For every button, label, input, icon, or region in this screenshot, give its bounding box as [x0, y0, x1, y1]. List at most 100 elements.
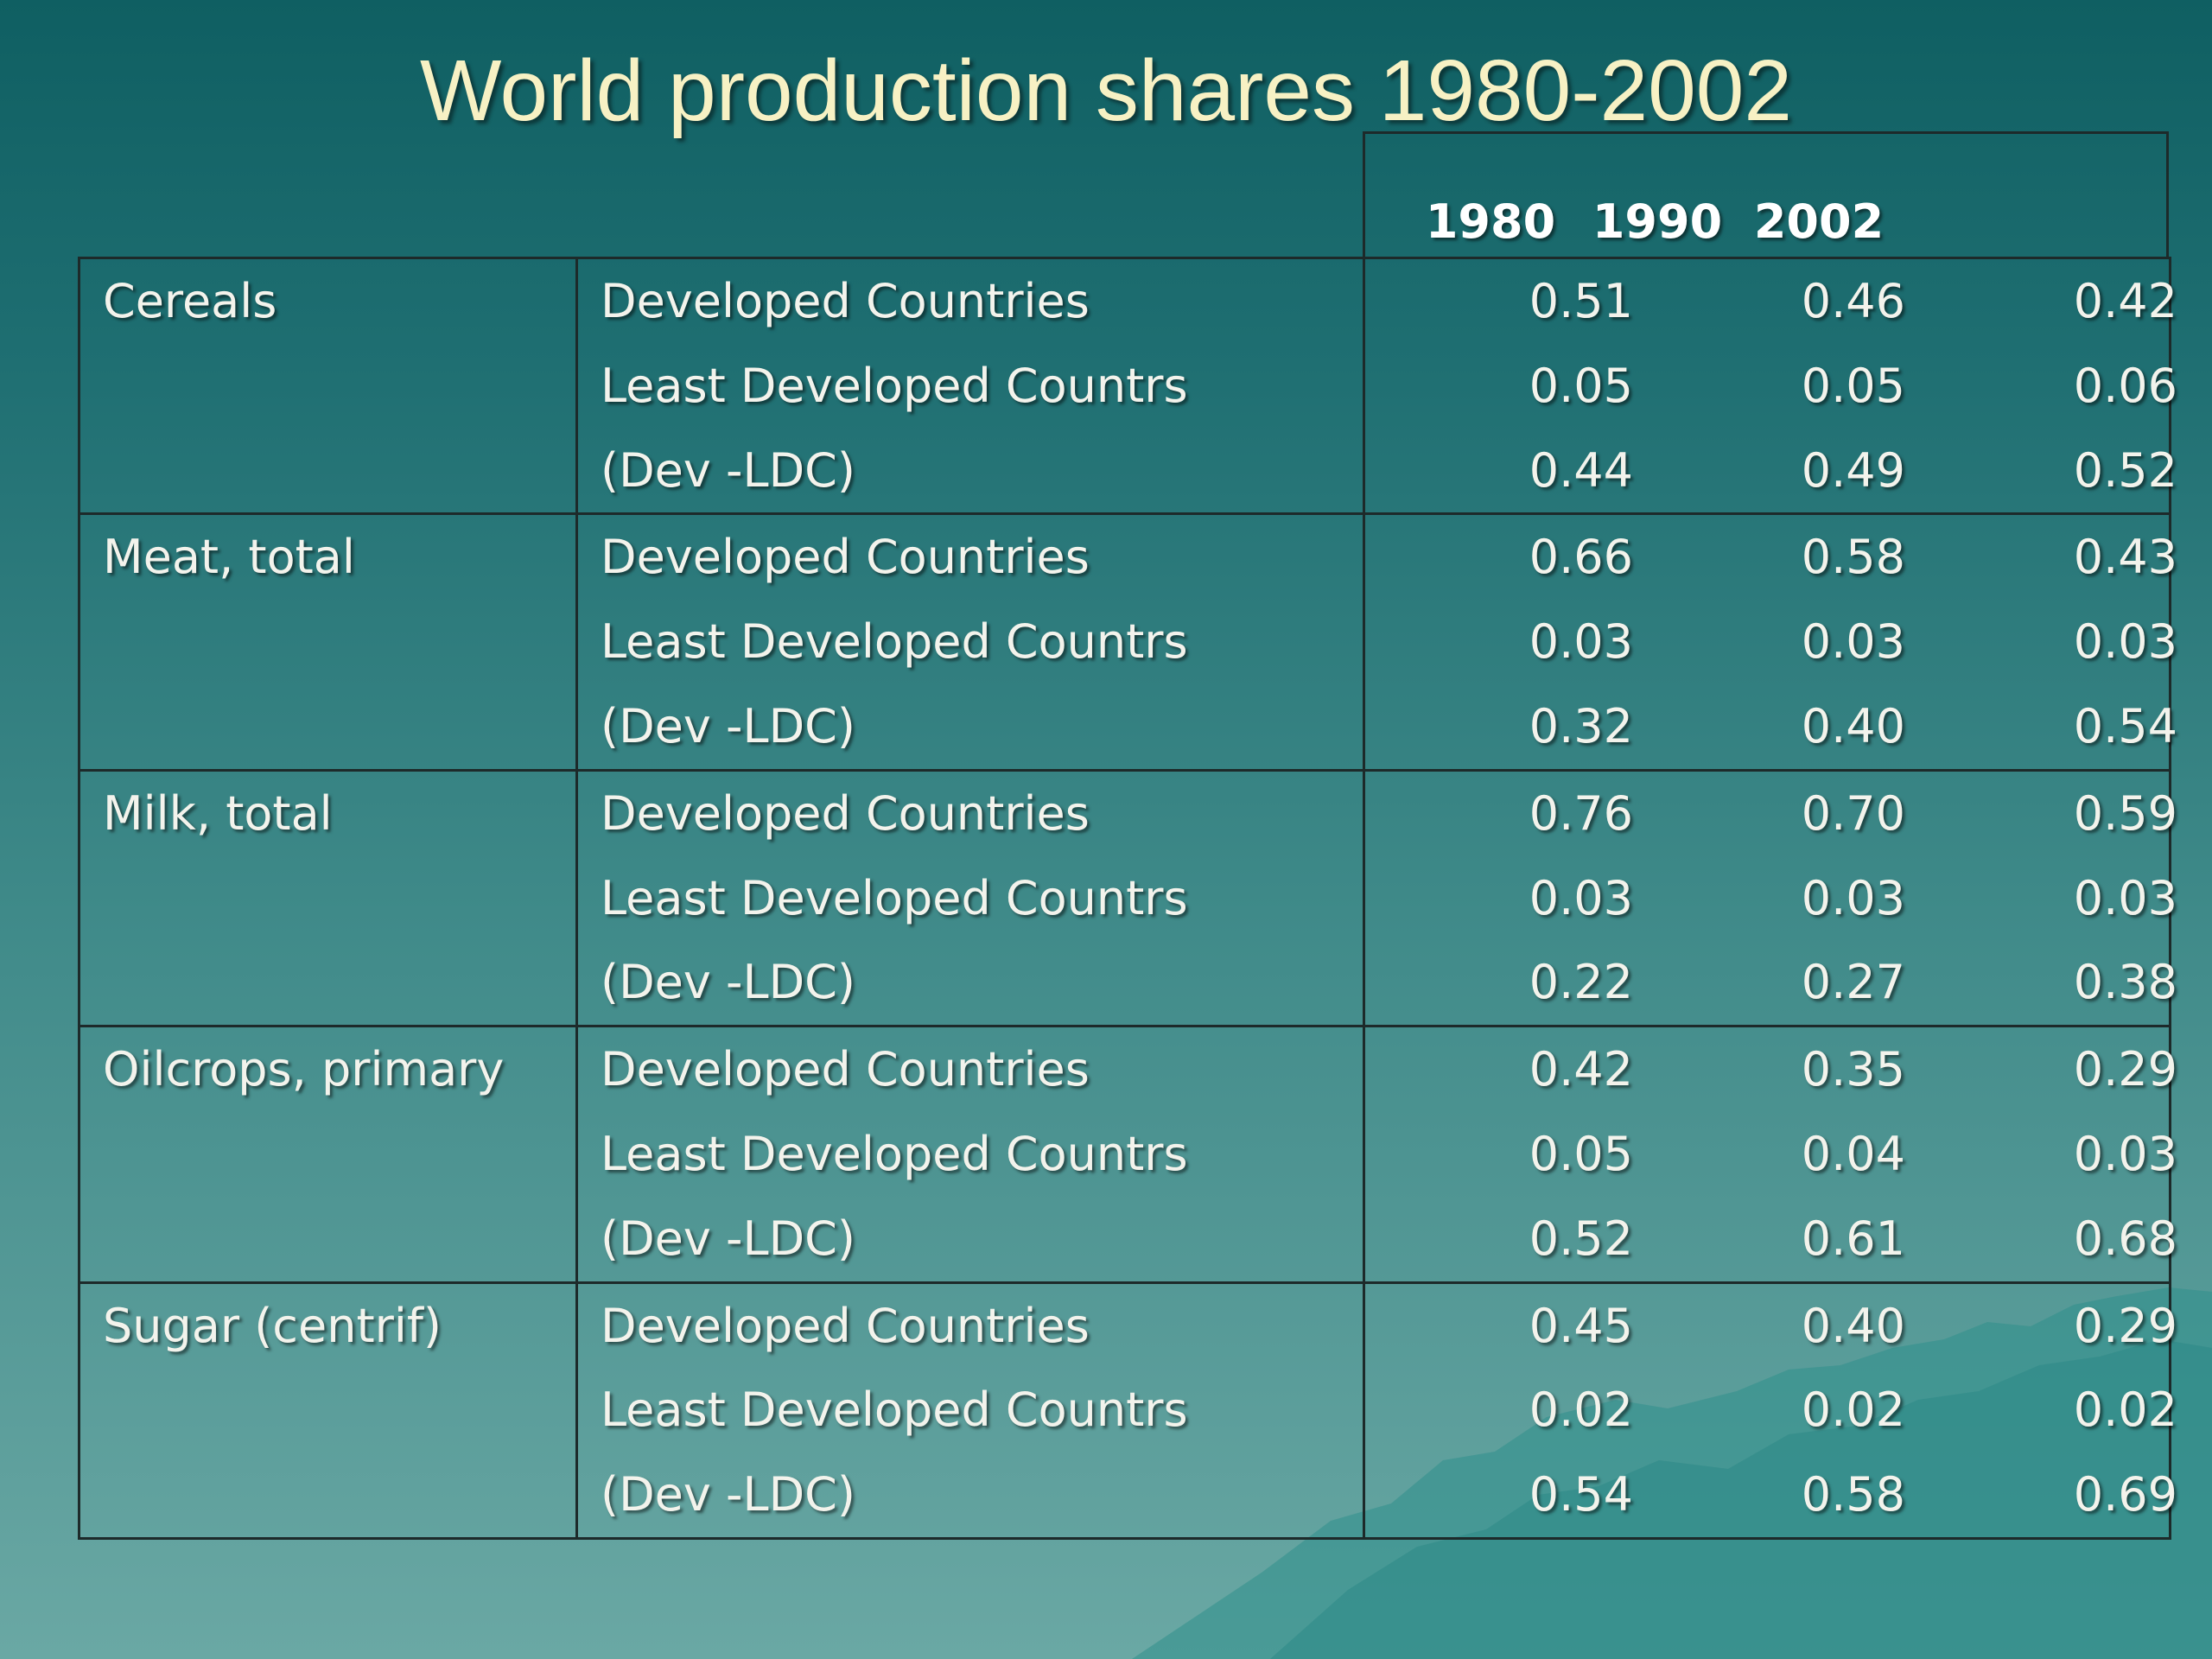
- value-row: 0.52 0.61 0.68: [1365, 1197, 2177, 1281]
- value-1980: 0.66: [1529, 530, 1633, 585]
- group-label: (Dev -LDC): [601, 1211, 855, 1266]
- production-shares-table: 1980 1990 2002 Cereals Developed Countrie…: [78, 131, 2177, 1540]
- value-1980: 0.76: [1529, 785, 1633, 841]
- category-label: Sugar (centrif): [103, 1298, 442, 1353]
- category-cell: Sugar (centrif): [78, 1281, 578, 1540]
- category-label: Oilcrops, primary: [103, 1042, 505, 1097]
- group-cell: Developed Countries Least Developed Count…: [575, 768, 1365, 1028]
- value-1990: 0.61: [1801, 1211, 1905, 1266]
- value-1990: 0.27: [1801, 955, 1905, 1010]
- value-1980: 0.42: [1529, 1042, 1633, 1097]
- section-row: Sugar (centrif) Developed Countries Least …: [78, 1281, 2177, 1540]
- values-cell: 0.42 0.35 0.29 0.05 0.04 0.03 0.52 0.61 0.68: [1363, 1025, 2177, 1284]
- group-label: Least Developed Countrs: [601, 1126, 1188, 1181]
- group-label: (Dev -LDC): [601, 698, 855, 753]
- year-1980: 1980: [1425, 194, 1556, 249]
- value-1990: 0.70: [1801, 785, 1905, 841]
- value-1980: 0.22: [1529, 955, 1633, 1010]
- value-1980: 0.45: [1529, 1298, 1633, 1353]
- group-label: Developed Countries: [601, 1042, 1090, 1097]
- value-2002: 0.38: [2073, 955, 2177, 1010]
- value-1980: 0.52: [1529, 1211, 1633, 1266]
- value-1990: 0.40: [1801, 698, 1905, 753]
- group-label: Least Developed Countrs: [601, 870, 1188, 925]
- group-cell: Developed Countries Least Developed Count…: [575, 1025, 1365, 1284]
- value-2002: 0.54: [2073, 698, 2177, 753]
- value-2002: 0.29: [2073, 1042, 2177, 1097]
- year-2002: 2002: [1753, 194, 1885, 249]
- value-row: 0.44 0.49 0.52: [1365, 429, 2177, 513]
- value-1990: 0.58: [1801, 530, 1905, 585]
- value-2002: 0.42: [2073, 274, 2177, 328]
- group-label: Least Developed Countrs: [601, 614, 1188, 670]
- values-cell: 0.45 0.40 0.29 0.02 0.02 0.02 0.54 0.58 0.69: [1363, 1281, 2177, 1540]
- group-label: Developed Countries: [601, 530, 1090, 585]
- value-row: 0.76 0.70 0.59: [1365, 772, 2177, 856]
- value-2002: 0.68: [2073, 1211, 2177, 1266]
- value-1980: 0.54: [1529, 1467, 1633, 1522]
- value-row: 0.32 0.40 0.54: [1365, 684, 2177, 769]
- value-1990: 0.49: [1801, 442, 1905, 498]
- group-cell: Developed Countries Least Developed Count…: [575, 1281, 1365, 1540]
- value-row: 0.03 0.03 0.03: [1365, 600, 2177, 684]
- value-2002: 0.43: [2073, 530, 2177, 585]
- value-2002: 0.02: [2073, 1382, 2177, 1438]
- value-1990: 0.46: [1801, 274, 1905, 328]
- value-row: 0.45 0.40 0.29: [1365, 1284, 2177, 1369]
- value-row: 0.66 0.58 0.43: [1365, 515, 2177, 600]
- section-row: Meat, total Developed Countries Least Deve…: [78, 512, 2177, 772]
- year-header: 1980 1990 2002: [1363, 131, 2169, 257]
- value-row: 0.22 0.27 0.38: [1365, 940, 2177, 1025]
- value-2002: 0.52: [2073, 442, 2177, 498]
- value-1990: 0.40: [1801, 1298, 1905, 1353]
- group-label: Developed Countries: [601, 1298, 1090, 1353]
- category-cell: Cereals: [78, 256, 578, 516]
- category-label: Milk, total: [103, 785, 333, 841]
- category-cell: Oilcrops, primary: [78, 1025, 578, 1284]
- category-label: Meat, total: [103, 530, 355, 585]
- value-2002: 0.06: [2073, 358, 2177, 413]
- value-2002: 0.03: [2073, 614, 2177, 670]
- value-1980: 0.03: [1529, 870, 1633, 925]
- group-label: (Dev -LDC): [601, 442, 855, 498]
- section-row: Oilcrops, primary Developed Countries Leas…: [78, 1025, 2177, 1284]
- value-1990: 0.03: [1801, 870, 1905, 925]
- values-cell: 0.76 0.70 0.59 0.03 0.03 0.03 0.22 0.27 0.38: [1363, 768, 2177, 1028]
- value-row: 0.51 0.46 0.42: [1365, 259, 2177, 344]
- values-cell: 0.51 0.46 0.42 0.05 0.05 0.06 0.44 0.49 0.52: [1363, 256, 2177, 516]
- group-label: Developed Countries: [601, 785, 1090, 841]
- group-cell: Developed Countries Least Developed Count…: [575, 512, 1365, 772]
- group-label: Least Developed Countrs: [601, 358, 1188, 413]
- group-cell: Developed Countries Least Developed Count…: [575, 256, 1365, 516]
- category-label: Cereals: [103, 274, 277, 328]
- value-row: 0.03 0.03 0.03: [1365, 856, 2177, 941]
- values-cell: 0.66 0.58 0.43 0.03 0.03 0.03 0.32 0.40 0.54: [1363, 512, 2177, 772]
- category-cell: Milk, total: [78, 768, 578, 1028]
- value-2002: 0.03: [2073, 1126, 2177, 1181]
- value-2002: 0.29: [2073, 1298, 2177, 1353]
- value-row: 0.02 0.02 0.02: [1365, 1368, 2177, 1452]
- value-row: 0.05 0.05 0.06: [1365, 344, 2177, 429]
- value-1980: 0.03: [1529, 614, 1633, 670]
- group-label: Least Developed Countrs: [601, 1382, 1188, 1438]
- value-1980: 0.05: [1529, 1126, 1633, 1181]
- value-1990: 0.04: [1801, 1126, 1905, 1181]
- value-1980: 0.32: [1529, 698, 1633, 753]
- year-1990: 1990: [1592, 194, 1723, 249]
- group-label: Developed Countries: [601, 274, 1090, 328]
- value-1980: 0.44: [1529, 442, 1633, 498]
- value-1980: 0.05: [1529, 358, 1633, 413]
- value-2002: 0.59: [2073, 785, 2177, 841]
- category-cell: Meat, total: [78, 512, 578, 772]
- value-2002: 0.03: [2073, 870, 2177, 925]
- value-1990: 0.58: [1801, 1467, 1905, 1522]
- value-1980: 0.51: [1529, 274, 1633, 328]
- value-row: 0.42 0.35 0.29: [1365, 1027, 2177, 1112]
- slide-title: World production shares 1980-2002: [419, 42, 1793, 139]
- value-2002: 0.69: [2073, 1467, 2177, 1522]
- group-label: (Dev -LDC): [601, 955, 855, 1010]
- value-1990: 0.02: [1801, 1382, 1905, 1438]
- value-1980: 0.02: [1529, 1382, 1633, 1438]
- value-row: 0.05 0.04 0.03: [1365, 1112, 2177, 1197]
- value-1990: 0.05: [1801, 358, 1905, 413]
